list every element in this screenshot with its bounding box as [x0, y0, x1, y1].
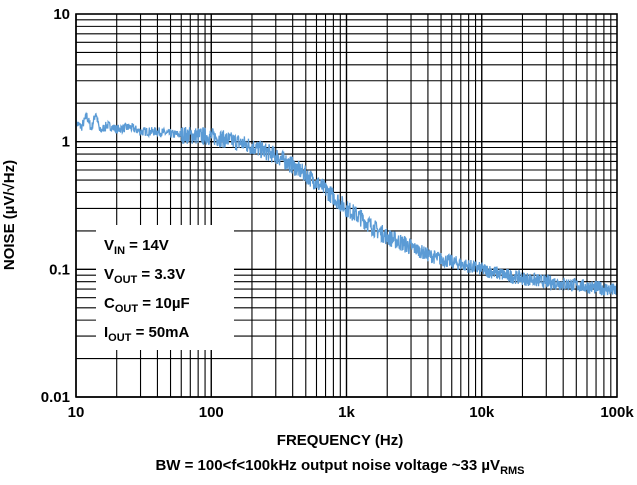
- y-tick-label: 0.01: [41, 389, 70, 406]
- x-tick-label: 10k: [469, 404, 495, 421]
- x-tick-label: 10: [68, 404, 85, 421]
- x-tick-label: 100k: [600, 404, 634, 421]
- annotation-box: [96, 225, 234, 350]
- condition-line: COUT = 10µF: [104, 295, 190, 315]
- condition-line: IOUT = 50mA: [104, 324, 190, 344]
- y-tick-label: 1: [62, 134, 70, 151]
- x-tick-label: 1k: [338, 404, 355, 421]
- tick-labels: 10 100 1k 10k 100k 0.01 0.1 1 10: [41, 6, 635, 421]
- noise-line: [75, 111, 618, 296]
- plot-grid: [75, 14, 617, 398]
- y-tick-label: 10: [53, 6, 70, 23]
- condition-annotations: VIN = 14V VOUT = 3.3V COUT = 10µF IOUT = 50…: [104, 237, 190, 344]
- y-axis-label: NOISE (µV/√Hz): [1, 160, 18, 270]
- noise-series: [75, 111, 618, 296]
- plot-border: [75, 13, 618, 398]
- x-tick-label: 100: [199, 404, 224, 421]
- footnote: BW = 100<f<100kHz output noise voltage ~…: [155, 457, 524, 477]
- condition-line: VIN = 14V: [104, 237, 169, 257]
- y-tick-label: 0.1: [49, 261, 70, 278]
- plot-frame: [75, 13, 618, 398]
- x-axis-label: FREQUENCY (Hz): [277, 432, 403, 449]
- condition-line: VOUT = 3.3V: [104, 266, 185, 286]
